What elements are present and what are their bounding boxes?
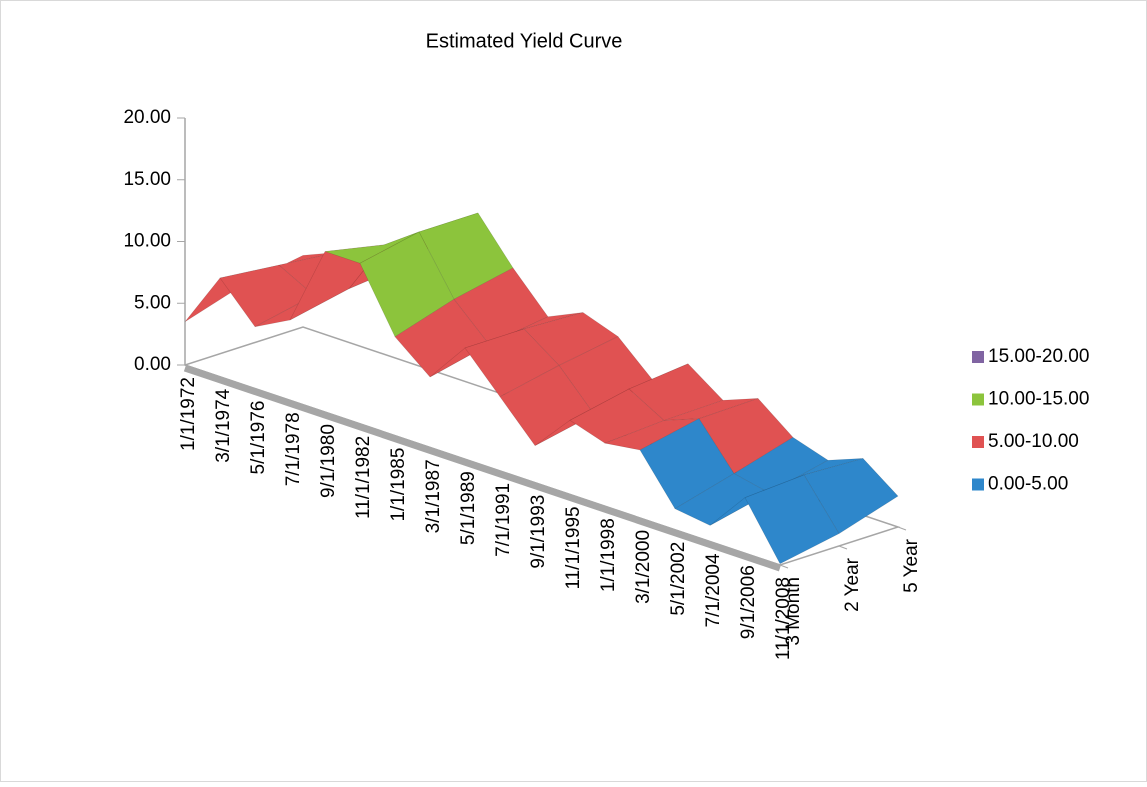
z-tick-label: 15.00 [123, 169, 171, 190]
legend-swatch [972, 478, 984, 491]
surface-cell [744, 474, 840, 565]
x-tick-label: 1/1/1972 [178, 377, 199, 451]
x-tick-label: 11/1/1982 [353, 436, 374, 519]
x-tick-label: 11/1/2008 [773, 577, 794, 660]
depth-tick [838, 545, 848, 550]
front-edge [183, 364, 782, 572]
x-tick-label: 9/1/1993 [528, 495, 549, 569]
x-tick-label: 1/1/1985 [388, 448, 409, 522]
x-tick-label: 3/1/1987 [423, 459, 444, 533]
legend-label: 0.00-5.00 [988, 474, 1068, 495]
z-tick-label: 5.00 [134, 292, 171, 313]
legend-label: 15.00-20.00 [988, 346, 1089, 367]
z-tick-label: 10.00 [123, 231, 171, 252]
depth-tick [779, 564, 789, 569]
x-tick-label: 7/1/1978 [283, 412, 304, 486]
chart-title: Estimated Yield Curve [426, 30, 623, 52]
x-tick-label: 11/1/1995 [563, 506, 584, 589]
x-tick-label: 9/1/1980 [318, 424, 339, 498]
x-tick-label: 7/1/1991 [493, 483, 514, 557]
depth-tick-label: 3 Month [783, 577, 804, 646]
depth-tick [897, 526, 907, 531]
z-tick-label: 0.00 [134, 354, 171, 375]
depth-tick-label: 2 Year [842, 557, 863, 612]
x-tick-label: 5/1/1989 [458, 471, 479, 545]
x-tick-label: 3/1/1974 [213, 388, 234, 462]
legend-label: 5.00-10.00 [988, 431, 1079, 452]
legend-label: 10.00-15.00 [988, 389, 1089, 410]
x-tick-label: 1/1/1998 [598, 518, 619, 592]
z-tick-label: 20.00 [123, 107, 171, 128]
legend-swatch [972, 351, 984, 363]
x-tick-label: 7/1/2004 [703, 553, 724, 627]
x-tick-label: 3/1/2000 [633, 530, 654, 604]
legend-swatch [972, 436, 984, 448]
legend-swatch [972, 393, 984, 406]
x-tick-label: 5/1/1976 [248, 401, 269, 475]
x-tick-label: 9/1/2006 [738, 565, 759, 639]
depth-tick-label: 5 Year [901, 538, 922, 593]
x-tick-label: 5/1/2002 [668, 542, 689, 616]
